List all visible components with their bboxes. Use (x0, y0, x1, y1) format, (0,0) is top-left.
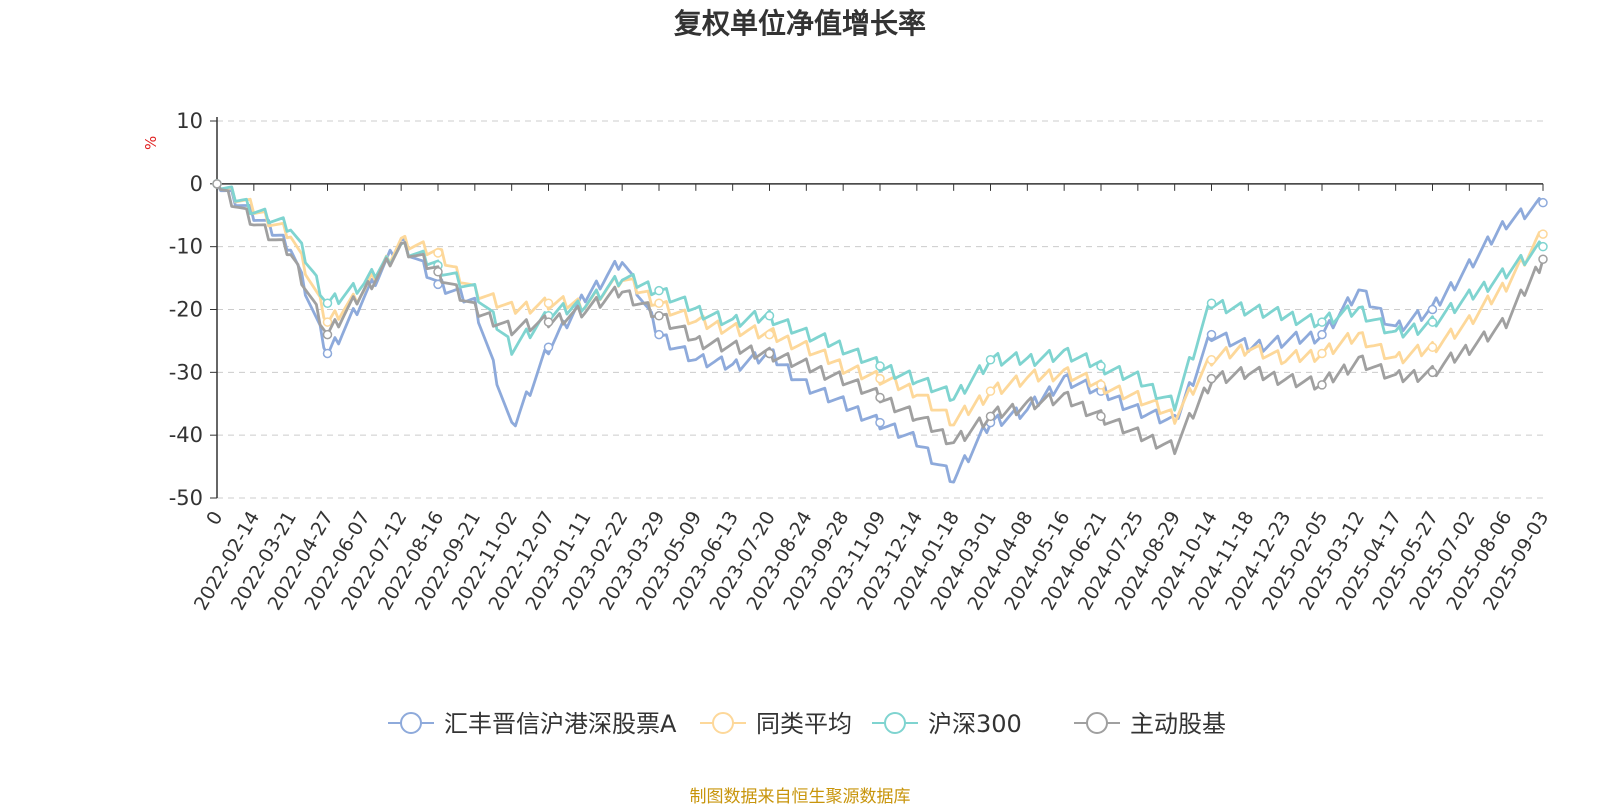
x-tick-label: 0 (202, 508, 227, 529)
series-1-point (322, 348, 333, 359)
series-3-point (322, 298, 333, 308)
series-2-point (1096, 380, 1106, 390)
series-3-point (1538, 241, 1548, 252)
series-line-4 (215, 183, 1545, 456)
series-2-point (1206, 355, 1217, 365)
series-3-point (654, 285, 664, 296)
series-1-point (1206, 329, 1217, 340)
legend-marker (400, 712, 422, 734)
series-1-point (1427, 304, 1438, 315)
series-1-point (875, 417, 885, 428)
series-1-point (1538, 197, 1548, 208)
legend-marker (712, 712, 734, 734)
series-3-point (875, 361, 885, 371)
series-1-point (433, 279, 443, 290)
legend-label-2: 同类平均 (756, 710, 852, 738)
series-1-point (543, 342, 554, 352)
series-4-point (433, 267, 443, 277)
series-4-point (1427, 367, 1438, 378)
legend-marker (1086, 712, 1108, 734)
series-3-point (1317, 317, 1327, 327)
series-3-point (1206, 298, 1217, 308)
series-4-point (1096, 411, 1106, 422)
series-4-point (212, 179, 222, 189)
line-chart: 100-10-20-30-40-5002022-02-142022-03-212… (169, 109, 1554, 738)
series-2-point (543, 298, 554, 308)
y-tick-label: 10 (176, 109, 203, 133)
series-4-point (1317, 380, 1327, 390)
series-4-point (985, 411, 996, 422)
legend-label-3: 沪深300 (928, 710, 1022, 738)
series-4-point (875, 392, 885, 403)
series-2-point (985, 386, 996, 396)
series-1-point (654, 329, 664, 340)
series-3-point (1427, 317, 1438, 327)
y-tick-label: -40 (169, 423, 203, 447)
series-2-point (764, 329, 775, 340)
series-4-point (543, 317, 554, 327)
legend-label-1: 汇丰晋信沪港深股票A (444, 710, 677, 738)
series-2-point (875, 373, 885, 384)
series-line-1 (215, 183, 1545, 484)
series-4-point (1538, 254, 1548, 264)
series-4-point (322, 329, 333, 340)
series-2-point (654, 298, 664, 308)
series-3-point (1096, 361, 1106, 371)
y-tick-label: -20 (169, 298, 203, 322)
legend-label-4: 主动股基 (1130, 710, 1226, 738)
y-tick-label: -30 (169, 360, 203, 384)
series-2-point (1538, 229, 1548, 239)
series-2-point (1427, 342, 1438, 352)
series-3-point (985, 355, 996, 365)
series-4-point (1206, 373, 1217, 384)
series-2-point (322, 317, 333, 327)
series-1-point (1317, 329, 1327, 340)
y-tick-label: 0 (190, 172, 203, 196)
series-4-point (764, 348, 775, 359)
series-2-point (1317, 348, 1327, 359)
data-source-note: 制图数据来自恒生聚源数据库 (689, 787, 911, 807)
chart-title: 复权单位净值增长率 (673, 7, 926, 40)
y-tick-label: -50 (169, 486, 203, 510)
legend-marker (884, 712, 906, 734)
series-4-point (654, 311, 664, 321)
series-2-point (433, 248, 443, 258)
y-tick-label: -10 (169, 235, 203, 259)
series-3-point (764, 311, 775, 321)
